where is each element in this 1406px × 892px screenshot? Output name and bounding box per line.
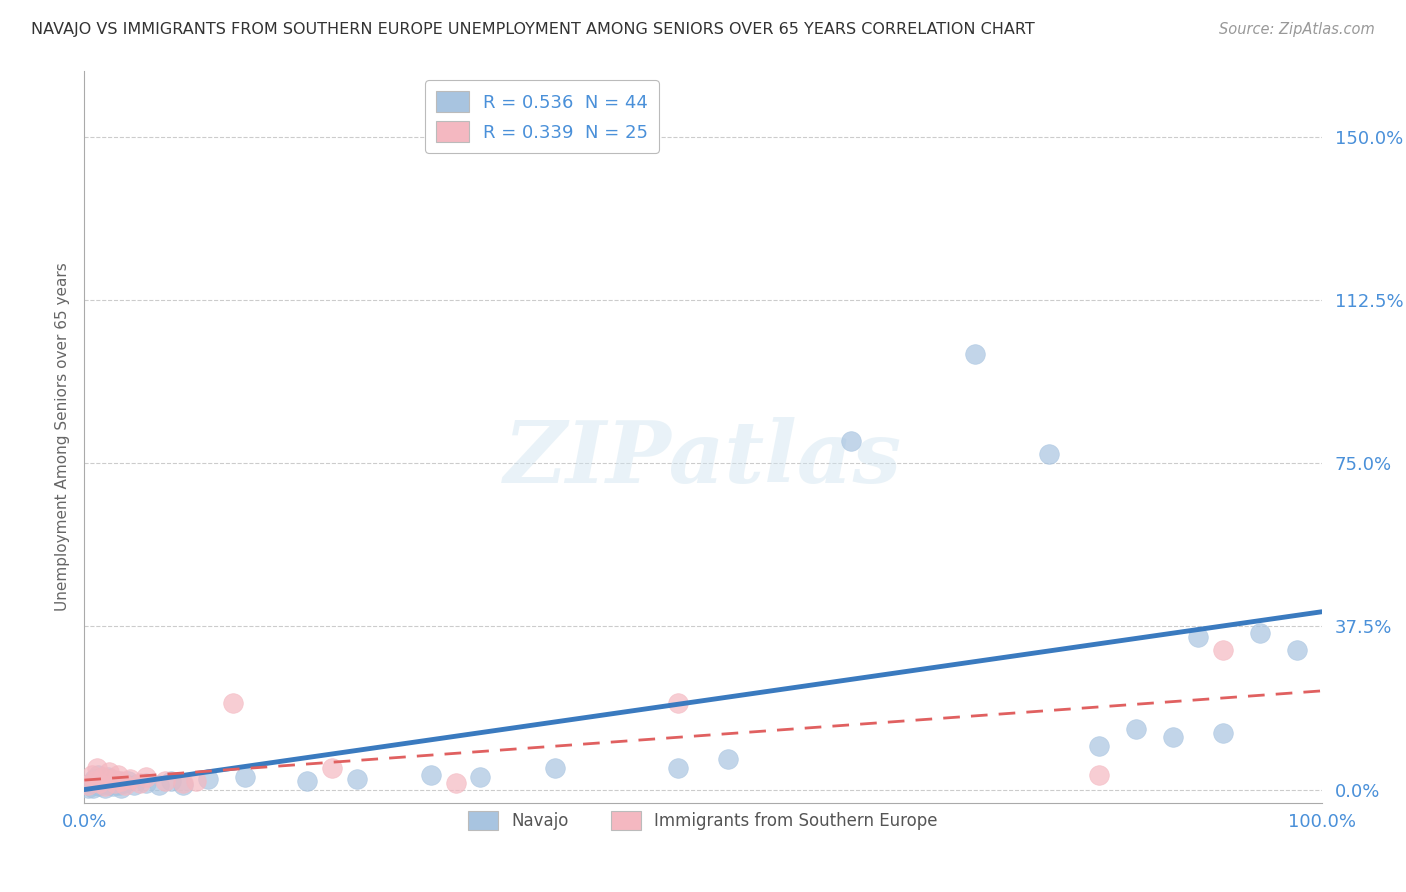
Point bbox=[112, 776, 135, 790]
Point bbox=[79, 776, 101, 790]
Point bbox=[110, 774, 132, 789]
Point bbox=[543, 761, 565, 775]
Point bbox=[153, 774, 176, 789]
Point bbox=[444, 776, 467, 790]
Point bbox=[83, 774, 105, 789]
Point bbox=[295, 774, 318, 789]
Text: NAVAJO VS IMMIGRANTS FROM SOUTHERN EUROPE UNEMPLOYMENT AMONG SENIORS OVER 65 YEA: NAVAJO VS IMMIGRANTS FROM SOUTHERN EUROP… bbox=[31, 22, 1035, 37]
Point bbox=[94, 780, 117, 795]
Point bbox=[160, 774, 183, 789]
Point bbox=[108, 778, 131, 792]
Point bbox=[104, 776, 127, 790]
Point bbox=[666, 761, 689, 775]
Legend: Navajo, Immigrants from Southern Europe: Navajo, Immigrants from Southern Europe bbox=[460, 803, 946, 838]
Point bbox=[148, 778, 170, 792]
Point bbox=[110, 780, 132, 795]
Point bbox=[77, 778, 100, 792]
Point bbox=[104, 776, 127, 790]
Point bbox=[1212, 726, 1234, 740]
Point bbox=[97, 770, 120, 784]
Point bbox=[1125, 722, 1147, 736]
Point bbox=[98, 765, 121, 780]
Point bbox=[129, 776, 152, 790]
Point bbox=[94, 779, 117, 793]
Point bbox=[122, 778, 145, 792]
Point bbox=[346, 772, 368, 786]
Point bbox=[87, 767, 110, 781]
Point bbox=[89, 776, 111, 790]
Point bbox=[86, 761, 108, 775]
Point bbox=[98, 778, 121, 792]
Point bbox=[717, 752, 740, 766]
Point bbox=[117, 774, 139, 789]
Point bbox=[1249, 626, 1271, 640]
Point bbox=[184, 774, 207, 789]
Point bbox=[172, 776, 194, 790]
Point bbox=[197, 772, 219, 786]
Point bbox=[1088, 767, 1111, 781]
Point bbox=[100, 772, 122, 786]
Point bbox=[89, 774, 111, 789]
Point bbox=[83, 772, 105, 786]
Point bbox=[114, 778, 136, 792]
Point bbox=[470, 770, 492, 784]
Point bbox=[1038, 448, 1060, 462]
Point bbox=[1187, 631, 1209, 645]
Point bbox=[82, 781, 104, 796]
Point bbox=[98, 772, 121, 786]
Point bbox=[80, 767, 103, 781]
Point bbox=[107, 767, 129, 781]
Point bbox=[107, 774, 129, 789]
Point bbox=[135, 776, 157, 790]
Text: Source: ZipAtlas.com: Source: ZipAtlas.com bbox=[1219, 22, 1375, 37]
Point bbox=[419, 767, 441, 781]
Point bbox=[233, 770, 256, 784]
Point bbox=[222, 696, 245, 710]
Point bbox=[1088, 739, 1111, 754]
Point bbox=[120, 772, 142, 786]
Text: ZIPatlas: ZIPatlas bbox=[503, 417, 903, 500]
Point bbox=[77, 780, 100, 795]
Point bbox=[91, 776, 114, 790]
Point bbox=[101, 779, 124, 793]
Point bbox=[1285, 643, 1308, 657]
Point bbox=[321, 761, 343, 775]
Point bbox=[965, 347, 987, 361]
Point bbox=[666, 696, 689, 710]
Point bbox=[1212, 643, 1234, 657]
Point bbox=[841, 434, 863, 449]
Point bbox=[89, 779, 111, 793]
Point bbox=[86, 778, 108, 792]
Y-axis label: Unemployment Among Seniors over 65 years: Unemployment Among Seniors over 65 years bbox=[55, 263, 70, 611]
Point bbox=[135, 770, 157, 784]
Point bbox=[91, 770, 114, 784]
Point bbox=[1161, 731, 1184, 745]
Point bbox=[172, 778, 194, 792]
